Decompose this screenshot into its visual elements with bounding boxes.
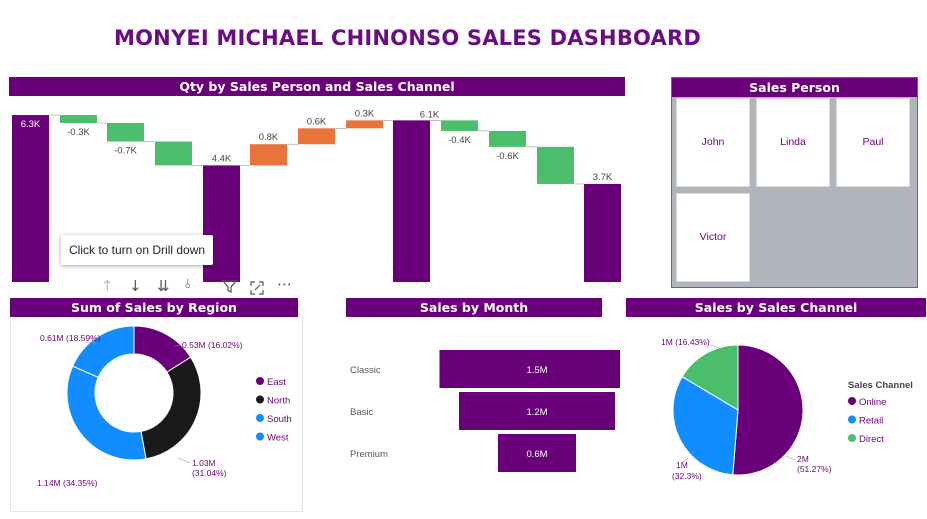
legend-label-south[interactable]: South bbox=[267, 414, 292, 425]
pie-legend-dot-online bbox=[848, 397, 856, 405]
drill-tooltip: Click to turn on Drill down bbox=[61, 235, 214, 265]
legend-label-east[interactable]: East bbox=[267, 377, 286, 388]
waterfall-data-label: -0.6K bbox=[496, 151, 519, 162]
funnel-bar[interactable] bbox=[439, 350, 621, 388]
region-donut-chart[interactable]: 0.53M (16.02%) 1.03M(31.04%) 1.14M (34.35%… bbox=[10, 318, 300, 510]
month-header: Sales by Month bbox=[346, 298, 602, 317]
region-header: Sum of Sales by Region bbox=[10, 298, 298, 317]
pie-leader-line bbox=[681, 457, 689, 464]
donut-leader-line bbox=[173, 344, 182, 347]
channel-pie-chart[interactable]: 2M(51.27%) 1M(32.3%) 1M (16.43%) Sales Chan… bbox=[626, 318, 926, 510]
slicer-item-victor[interactable]: Victor bbox=[676, 193, 750, 282]
month-funnel-chart[interactable]: 1.5M Classic 1.2M Basic 0.6M Premium bbox=[340, 330, 620, 490]
legend-label-north[interactable]: North bbox=[267, 396, 290, 407]
pie-legend-dot-retail bbox=[848, 415, 856, 424]
double-arrow-down-icon[interactable]: ⇊ bbox=[157, 277, 170, 295]
focus-mode-icon[interactable] bbox=[250, 280, 264, 299]
waterfall-bar[interactable] bbox=[393, 120, 430, 282]
pie-legend-label-direct[interactable]: Direct bbox=[859, 434, 884, 445]
funnel-data-label: 0.6M bbox=[526, 449, 547, 460]
donut-data-label: (31.04%) bbox=[192, 468, 227, 478]
donut-slice-north[interactable] bbox=[140, 356, 202, 460]
sales-person-header: Sales Person bbox=[672, 78, 917, 97]
pie-slice-direct[interactable] bbox=[681, 344, 739, 411]
expand-hierarchy-icon[interactable]: ⫰ bbox=[185, 277, 191, 292]
waterfall-header: Qty by Sales Person and Sales Channel bbox=[9, 77, 625, 96]
funnel-category-label: Premium bbox=[350, 449, 388, 460]
arrow-up-icon[interactable]: ↑ bbox=[101, 277, 114, 295]
waterfall-data-label: -0.4K bbox=[448, 135, 471, 146]
waterfall-data-label: 4.4K bbox=[212, 153, 232, 164]
waterfall-bar[interactable] bbox=[298, 128, 335, 145]
region-card bbox=[10, 317, 303, 512]
slicer-item-linda[interactable]: Linda bbox=[756, 98, 830, 187]
donut-slice-west[interactable] bbox=[71, 325, 135, 379]
pie-slice-online[interactable] bbox=[732, 344, 804, 476]
sales-person-slicer: Sales Person John Linda Paul Victor bbox=[671, 77, 918, 288]
funnel-category-label: Basic bbox=[350, 407, 373, 418]
waterfall-data-label: 0.6K bbox=[307, 116, 327, 127]
pie-legend-title: Sales Channel bbox=[848, 380, 913, 391]
waterfall-data-label: 0.3K bbox=[355, 108, 375, 119]
arrow-down-icon[interactable]: ↓ bbox=[129, 277, 142, 295]
waterfall-data-label: -0.7K bbox=[114, 146, 137, 157]
waterfall-data-label: 3.7K bbox=[593, 172, 613, 183]
funnel-category-label: Classic bbox=[350, 365, 381, 376]
funnel-bar[interactable] bbox=[459, 392, 615, 430]
pie-slice-retail[interactable] bbox=[672, 375, 739, 476]
pie-legend-label-online[interactable]: Online bbox=[859, 397, 886, 408]
pie-leader-line bbox=[710, 344, 723, 350]
waterfall-bar[interactable] bbox=[584, 183, 621, 282]
legend-dot-south bbox=[256, 414, 264, 422]
page-title: MONYEI MICHAEL CHINONSO SALES DASHBOARD bbox=[114, 26, 701, 50]
pie-data-label: 2M bbox=[797, 454, 809, 464]
more-options-icon[interactable]: ⋯ bbox=[277, 275, 292, 293]
donut-leader-line bbox=[85, 341, 97, 344]
donut-slice-south[interactable] bbox=[66, 365, 147, 461]
donut-data-label: 0.53M (16.02%) bbox=[182, 340, 243, 350]
donut-data-label: 1.14M (34.35%) bbox=[37, 478, 98, 488]
pie-legend-dot-direct bbox=[848, 434, 856, 442]
waterfall-data-label: 0.8K bbox=[259, 132, 279, 143]
legend-dot-east bbox=[256, 377, 264, 385]
waterfall-bar[interactable] bbox=[441, 120, 478, 131]
waterfall-data-label: -0.3K bbox=[67, 127, 90, 138]
pie-data-label: 1M bbox=[676, 460, 688, 470]
pie-data-label: (51.27%) bbox=[797, 464, 832, 474]
waterfall-bar[interactable] bbox=[12, 115, 49, 282]
pie-legend-label-retail[interactable]: Retail bbox=[859, 416, 883, 427]
pie-data-label: 1M (16.43%) bbox=[661, 337, 710, 347]
pie-data-label: (32.3%) bbox=[672, 471, 702, 481]
waterfall-data-label: 6.1K bbox=[420, 109, 440, 120]
waterfall-data-label: -1.4K bbox=[544, 188, 567, 199]
donut-leader-line bbox=[177, 457, 191, 464]
waterfall-bar[interactable] bbox=[250, 144, 287, 166]
slicer-item-paul[interactable]: Paul bbox=[836, 98, 910, 187]
filter-icon[interactable] bbox=[221, 279, 238, 298]
funnel-data-label: 1.2M bbox=[526, 407, 547, 418]
waterfall-bar[interactable] bbox=[155, 141, 192, 166]
waterfall-data-label: 6.3K bbox=[21, 119, 41, 130]
waterfall-bar[interactable] bbox=[346, 120, 383, 129]
legend-label-west[interactable]: West bbox=[267, 433, 289, 444]
legend-dot-west bbox=[256, 432, 264, 441]
donut-data-label: 0.61M (18.59%) bbox=[40, 333, 101, 343]
funnel-data-label: 1.5M bbox=[526, 365, 547, 376]
donut-data-label: 1.03M bbox=[192, 458, 216, 468]
waterfall-bar[interactable] bbox=[60, 115, 97, 123]
pie-leader-line bbox=[784, 455, 796, 461]
waterfall-bar[interactable] bbox=[537, 146, 574, 184]
channel-header: Sales by Sales Channel bbox=[626, 298, 926, 317]
visual-header-toolbar: ↑ ↓ ⇊ ⫰ ⋯ bbox=[101, 275, 301, 299]
funnel-bar[interactable] bbox=[498, 434, 576, 472]
legend-dot-north bbox=[256, 395, 264, 404]
waterfall-bar[interactable] bbox=[107, 123, 144, 142]
slicer-item-john[interactable]: John bbox=[676, 98, 750, 187]
waterfall-bar[interactable] bbox=[489, 130, 526, 147]
